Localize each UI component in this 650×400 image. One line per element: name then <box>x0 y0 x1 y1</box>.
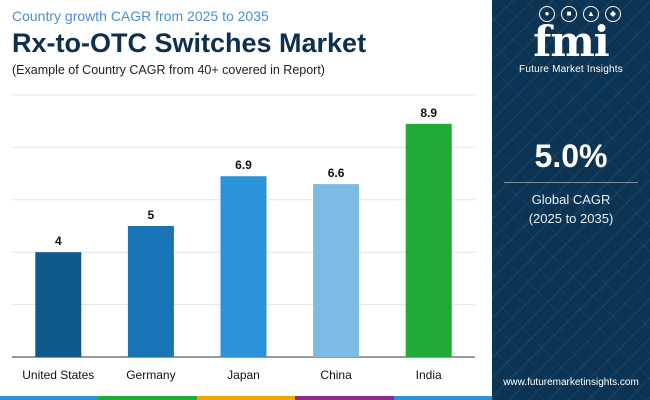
bar-value-label: 5 <box>148 208 155 222</box>
bar-chart: 4 United States 5 Germany 6.9 Japan 6.6 China 8.… <box>12 94 475 382</box>
website-link[interactable]: www.futuremarketinsights.com <box>503 377 639 388</box>
chart-eyebrow: Country growth CAGR from 2025 to 2035 <box>12 8 269 24</box>
logo-circle-icon: ■ <box>561 6 577 22</box>
bar-value-label: 6.9 <box>235 158 252 172</box>
strip-segment <box>0 396 99 400</box>
logo-circle-icon: ▲ <box>583 6 599 22</box>
x-tick-label: Japan <box>227 368 260 382</box>
sidebar-panel: ● ■ ▲ ◆ fmi Future Market Insights 5.0% … <box>492 0 650 400</box>
strip-segment <box>393 396 493 400</box>
sidebar-divider <box>504 182 638 183</box>
sidebar-pattern <box>492 0 650 400</box>
bottom-color-strip <box>0 396 493 400</box>
caption-line-1: Global CAGR <box>531 192 611 207</box>
logo-company-name: Future Market Insights <box>519 64 623 75</box>
bar <box>220 176 267 357</box>
bar <box>35 252 82 357</box>
logo-circle-icon: ● <box>539 6 555 22</box>
fmi-logo: ● ■ ▲ ◆ fmi Future Market Insights <box>510 6 632 75</box>
bar <box>405 123 452 357</box>
logo-letters: fmi <box>533 17 609 66</box>
chart-title: Rx-to-OTC Switches Market <box>12 28 367 58</box>
bar <box>313 184 360 357</box>
x-tick-label: United States <box>22 368 94 382</box>
chart-header: Country growth CAGR from 2025 to 2035 Rx… <box>12 8 482 78</box>
x-tick-label: China <box>320 368 352 382</box>
global-cagr-caption: Global CAGR (2025 to 2035) <box>492 190 650 228</box>
logo-icon-row: ● ■ ▲ ◆ <box>528 6 632 22</box>
strip-segment <box>98 396 197 400</box>
bar-value-label: 8.9 <box>420 106 437 120</box>
x-tick-label: Germany <box>126 368 175 382</box>
logo-circle-icon: ◆ <box>605 6 621 22</box>
strip-segment <box>196 396 296 400</box>
bar-value-label: 4 <box>55 234 62 248</box>
chart-subtitle: (Example of Country CAGR from 40+ covere… <box>12 63 325 77</box>
global-cagr-value: 5.0% <box>534 138 608 174</box>
bar <box>127 226 174 357</box>
x-tick-label: India <box>416 368 442 382</box>
caption-line-2: (2025 to 2035) <box>528 211 614 226</box>
bar-value-label: 6.6 <box>328 166 345 180</box>
strip-segment <box>295 396 394 400</box>
